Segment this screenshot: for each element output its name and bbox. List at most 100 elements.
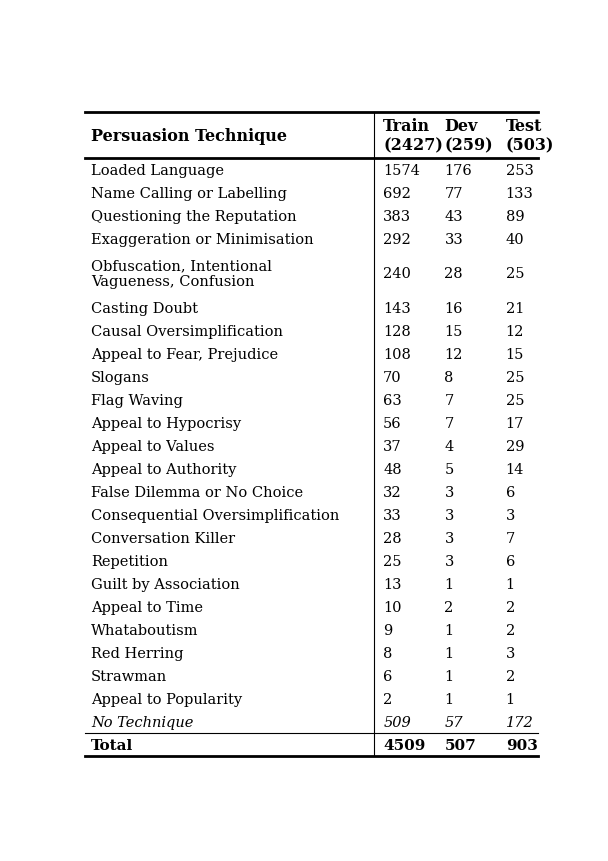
Text: Strawman: Strawman xyxy=(91,669,167,683)
Text: Guilt by Association: Guilt by Association xyxy=(91,577,240,592)
Text: 56: 56 xyxy=(383,417,402,430)
Text: 28: 28 xyxy=(444,267,463,281)
Text: Name Calling or Labelling: Name Calling or Labelling xyxy=(91,187,287,201)
Text: Exaggeration or Minimisation: Exaggeration or Minimisation xyxy=(91,232,314,246)
Text: 16: 16 xyxy=(444,301,463,315)
Text: Questioning the Reputation: Questioning the Reputation xyxy=(91,209,297,224)
Text: Consequential Oversimplification: Consequential Oversimplification xyxy=(91,508,339,522)
Text: Test
(503): Test (503) xyxy=(506,118,554,154)
Text: 292: 292 xyxy=(383,232,411,246)
Text: Conversation Killer: Conversation Killer xyxy=(91,531,235,545)
Text: 48: 48 xyxy=(383,462,402,476)
Text: 1: 1 xyxy=(506,692,515,706)
Text: Appeal to Fear, Prejudice: Appeal to Fear, Prejudice xyxy=(91,348,278,362)
Text: Repetition: Repetition xyxy=(91,554,168,568)
Text: Obfuscation, Intentional
Vagueness, Confusion: Obfuscation, Intentional Vagueness, Conf… xyxy=(91,259,272,289)
Text: Flag Waving: Flag Waving xyxy=(91,393,183,407)
Text: 2: 2 xyxy=(444,600,454,614)
Text: Appeal to Hypocrisy: Appeal to Hypocrisy xyxy=(91,417,241,430)
Text: 12: 12 xyxy=(506,325,524,338)
Text: 2: 2 xyxy=(506,623,515,637)
Text: 133: 133 xyxy=(506,187,534,201)
Text: 70: 70 xyxy=(383,370,402,384)
Text: 7: 7 xyxy=(506,531,515,545)
Text: 25: 25 xyxy=(506,393,524,407)
Text: Total: Total xyxy=(91,738,133,752)
Text: 383: 383 xyxy=(383,209,412,224)
Text: 143: 143 xyxy=(383,301,411,315)
Text: Red Herring: Red Herring xyxy=(91,646,184,660)
Text: No Technique: No Technique xyxy=(91,715,193,729)
Text: 10: 10 xyxy=(383,600,402,614)
Text: 43: 43 xyxy=(444,209,463,224)
Text: 3: 3 xyxy=(444,531,454,545)
Text: 2: 2 xyxy=(383,692,393,706)
Text: 3: 3 xyxy=(506,646,515,660)
Text: Appeal to Time: Appeal to Time xyxy=(91,600,203,614)
Text: 40: 40 xyxy=(506,232,524,246)
Text: Loaded Language: Loaded Language xyxy=(91,164,224,177)
Text: Slogans: Slogans xyxy=(91,370,150,384)
Text: 14: 14 xyxy=(506,462,524,476)
Text: 6: 6 xyxy=(383,669,393,683)
Text: 28: 28 xyxy=(383,531,402,545)
Text: 5: 5 xyxy=(444,462,454,476)
Text: 8: 8 xyxy=(444,370,454,384)
Text: Train
(2427): Train (2427) xyxy=(383,118,443,154)
Text: 63: 63 xyxy=(383,393,402,407)
Text: Appeal to Authority: Appeal to Authority xyxy=(91,462,237,476)
Text: 1: 1 xyxy=(506,577,515,592)
Text: 7: 7 xyxy=(444,393,454,407)
Text: Causal Oversimplification: Causal Oversimplification xyxy=(91,325,283,338)
Text: 57: 57 xyxy=(444,715,463,729)
Text: 1: 1 xyxy=(444,577,454,592)
Text: 1: 1 xyxy=(444,692,454,706)
Text: 108: 108 xyxy=(383,348,411,362)
Text: 253: 253 xyxy=(506,164,534,177)
Text: 25: 25 xyxy=(506,267,524,281)
Text: 128: 128 xyxy=(383,325,411,338)
Text: Casting Doubt: Casting Doubt xyxy=(91,301,198,315)
Text: 3: 3 xyxy=(444,508,454,522)
Text: Appeal to Values: Appeal to Values xyxy=(91,439,215,453)
Text: 89: 89 xyxy=(506,209,524,224)
Text: 176: 176 xyxy=(444,164,472,177)
Text: 6: 6 xyxy=(506,486,515,499)
Text: 6: 6 xyxy=(506,554,515,568)
Text: 1: 1 xyxy=(444,623,454,637)
Text: 692: 692 xyxy=(383,187,411,201)
Text: 15: 15 xyxy=(444,325,463,338)
Text: 3: 3 xyxy=(506,508,515,522)
Text: 25: 25 xyxy=(506,370,524,384)
Text: Persuasion Technique: Persuasion Technique xyxy=(91,127,287,145)
Text: 25: 25 xyxy=(383,554,402,568)
Text: 1574: 1574 xyxy=(383,164,420,177)
Text: 77: 77 xyxy=(444,187,463,201)
Text: 12: 12 xyxy=(444,348,463,362)
Text: 15: 15 xyxy=(506,348,524,362)
Text: 2: 2 xyxy=(506,669,515,683)
Text: 7: 7 xyxy=(444,417,454,430)
Text: 3: 3 xyxy=(444,486,454,499)
Text: 29: 29 xyxy=(506,439,524,453)
Text: 4: 4 xyxy=(444,439,454,453)
Text: 903: 903 xyxy=(506,738,537,752)
Text: 21: 21 xyxy=(506,301,524,315)
Text: 240: 240 xyxy=(383,267,411,281)
Text: 509: 509 xyxy=(383,715,411,729)
Text: 32: 32 xyxy=(383,486,402,499)
Text: False Dilemma or No Choice: False Dilemma or No Choice xyxy=(91,486,303,499)
Text: 33: 33 xyxy=(444,232,463,246)
Text: 2: 2 xyxy=(506,600,515,614)
Text: 13: 13 xyxy=(383,577,402,592)
Text: 3: 3 xyxy=(444,554,454,568)
Text: 9: 9 xyxy=(383,623,393,637)
Text: 8: 8 xyxy=(383,646,393,660)
Text: 4509: 4509 xyxy=(383,738,426,752)
Text: 1: 1 xyxy=(444,646,454,660)
Text: 507: 507 xyxy=(444,738,476,752)
Text: 33: 33 xyxy=(383,508,402,522)
Text: 17: 17 xyxy=(506,417,524,430)
Text: 37: 37 xyxy=(383,439,402,453)
Text: 1: 1 xyxy=(444,669,454,683)
